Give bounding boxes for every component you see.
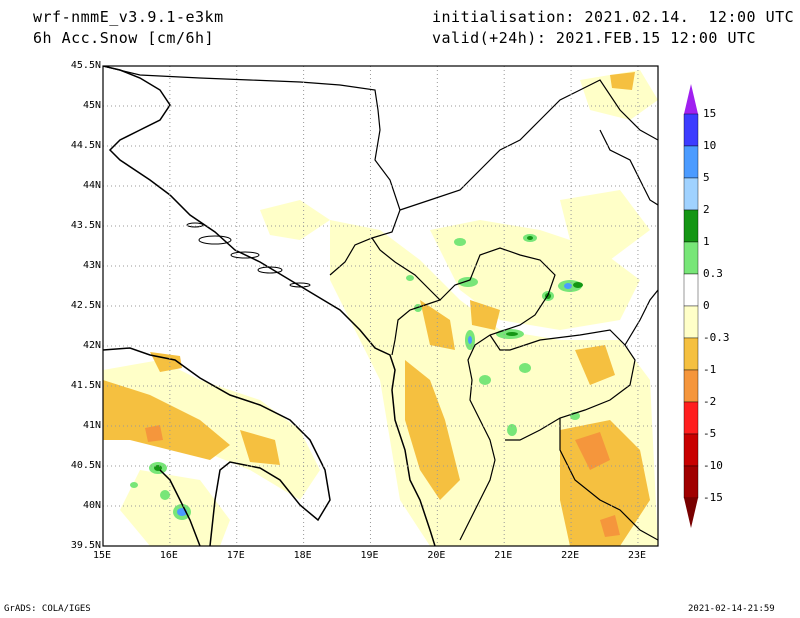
colorbar-label: -15	[703, 491, 723, 504]
colorbar-segment	[683, 337, 699, 371]
colorbar-label: -0.3	[703, 331, 730, 344]
colorbar-label: -1	[703, 363, 717, 376]
footer-credit: GrADS: COLA/IGES	[4, 604, 91, 614]
colorbar-segment	[683, 401, 699, 435]
lat-tick-label: 42.5N	[70, 300, 101, 311]
lon-tick-label: 21E	[494, 550, 513, 561]
colorbar-label: -5	[703, 427, 717, 440]
colorbar-label: 0	[703, 299, 710, 312]
colorbar-cap-bottom	[684, 498, 698, 528]
map-frame	[102, 65, 659, 547]
field-title: 6h Acc.Snow [cm/6h]	[33, 29, 215, 47]
colorbar-segment	[683, 241, 699, 275]
colorbar-label: -10	[703, 459, 723, 472]
borders	[103, 66, 658, 541]
colorbar-label: 2	[703, 203, 710, 216]
colorbar-segment	[683, 209, 699, 243]
lon-tick-label: 20E	[427, 550, 446, 561]
colorbar-segment	[683, 433, 699, 467]
lon-tick-label: 18E	[293, 550, 312, 561]
islands	[186, 222, 311, 288]
grid-lines	[103, 66, 658, 546]
lon-tick-label: 23E	[627, 550, 646, 561]
lat-tick-label: 41N	[82, 420, 101, 431]
colorbar-label: 10	[703, 139, 717, 152]
lat-tick-label: 43.5N	[70, 220, 101, 231]
colorbar	[683, 84, 699, 528]
lat-tick-label: 45N	[82, 100, 101, 111]
colorbar-segment	[683, 369, 699, 403]
colorbar-segment	[683, 465, 699, 499]
valid-time: valid(+24h): 2021.FEB.15 12:00 UTC	[432, 29, 757, 47]
snow-field	[103, 66, 658, 546]
colorbar-segment	[683, 177, 699, 211]
colorbar-label: -2	[703, 395, 717, 408]
colorbar-label: 5	[703, 171, 710, 184]
lat-tick-label: 44.5N	[70, 140, 101, 151]
lon-tick-label: 16E	[159, 550, 178, 561]
lat-tick-label: 43N	[82, 260, 101, 271]
colorbar-segment	[683, 305, 699, 339]
lat-tick-label: 40N	[82, 500, 101, 511]
lon-tick-label: 22E	[561, 550, 580, 561]
colorbar-label: 0.3	[703, 267, 723, 280]
footer-timestamp: 2021-02-14-21:59	[688, 604, 775, 614]
colorbar-label: 1	[703, 235, 710, 248]
colorbar-segment	[683, 145, 699, 179]
model-title: wrf-nmmE_v3.9.1-e3km	[33, 8, 224, 26]
colorbar-label: 15	[703, 107, 717, 120]
coastlines	[103, 66, 436, 546]
colorbar-segment	[683, 113, 699, 147]
lat-tick-label: 45.5N	[70, 60, 101, 71]
lon-tick-label: 17E	[226, 550, 245, 561]
lat-tick-label: 42N	[82, 340, 101, 351]
lat-tick-label: 44N	[82, 180, 101, 191]
lat-tick-label: 41.5N	[70, 380, 101, 391]
colorbar-cap-top	[684, 84, 698, 114]
lon-tick-label: 15E	[93, 550, 112, 561]
lat-tick-label: 39.5N	[70, 540, 101, 551]
lat-tick-label: 40.5N	[70, 460, 101, 471]
lon-tick-label: 19E	[360, 550, 379, 561]
colorbar-segment	[683, 273, 699, 307]
init-time: initialisation: 2021.02.14. 12:00 UTC	[432, 8, 795, 26]
